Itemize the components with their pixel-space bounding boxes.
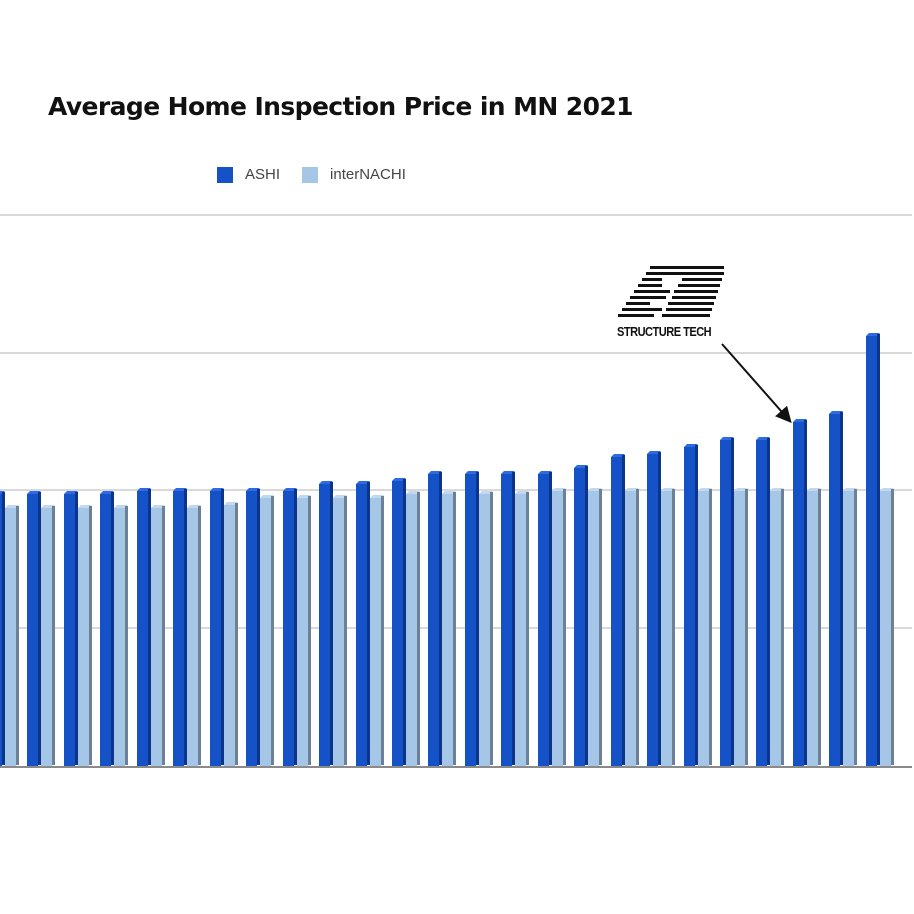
bar-internachi xyxy=(588,489,603,767)
bar-internachi xyxy=(442,491,457,767)
bar-internachi xyxy=(661,489,676,767)
x-axis-baseline xyxy=(0,766,912,768)
chart-title: Average Home Inspection Price in MN 2021 xyxy=(48,92,634,121)
bar-internachi xyxy=(187,505,202,767)
bar-internachi xyxy=(296,495,311,767)
bar-ashi xyxy=(209,489,224,767)
bar-ashi xyxy=(647,451,662,767)
bar-internachi xyxy=(223,502,238,767)
bar-internachi xyxy=(369,495,384,767)
bar-ashi xyxy=(501,472,516,767)
bar-ashi xyxy=(537,472,552,767)
bar-internachi xyxy=(551,489,566,767)
bar-ashi xyxy=(720,437,734,767)
bar-internachi xyxy=(515,491,530,767)
bar-internachi xyxy=(333,495,348,767)
bar-ashi xyxy=(464,472,479,767)
bar-ashi xyxy=(829,411,844,767)
bar-internachi xyxy=(806,489,821,767)
gridline xyxy=(0,214,912,216)
bar-ashi xyxy=(282,489,297,767)
bar-internachi xyxy=(697,489,712,767)
bar-ashi xyxy=(391,479,406,767)
bar-ashi xyxy=(246,489,261,767)
bar-internachi xyxy=(41,505,56,767)
bar-ashi xyxy=(0,491,5,767)
legend-label-ashi: ASHI xyxy=(245,166,281,183)
legend-item-ashi: ASHI xyxy=(217,166,280,183)
bar-ashi xyxy=(63,491,78,767)
gridline xyxy=(0,352,912,354)
bar-internachi xyxy=(879,489,894,767)
bar-internachi xyxy=(734,489,748,767)
bar-internachi xyxy=(624,489,639,767)
bar-ashi xyxy=(865,334,880,767)
legend-item-internachi: interNACHI xyxy=(302,166,406,183)
bar-ashi xyxy=(610,454,625,767)
annotation-label: STRUCTURE TECH xyxy=(617,324,712,339)
bar-ashi xyxy=(683,444,698,767)
bar-ashi xyxy=(173,489,188,767)
legend-swatch-internachi xyxy=(302,166,319,183)
bar-ashi xyxy=(355,482,370,767)
bar-ashi xyxy=(27,491,42,767)
bar-ashi xyxy=(756,437,771,767)
bar-internachi xyxy=(260,495,275,767)
bar-ashi xyxy=(319,482,334,767)
bar-ashi xyxy=(428,472,443,767)
bar-internachi xyxy=(478,491,493,767)
structure-tech-logo-icon xyxy=(618,266,724,317)
bar-internachi xyxy=(843,489,858,767)
legend-swatch-ashi xyxy=(217,166,233,183)
legend-label-internachi: interNACHI xyxy=(330,166,406,183)
bar-internachi xyxy=(5,505,19,767)
bar-internachi xyxy=(405,491,420,767)
bar-ashi xyxy=(574,465,589,767)
bar-ashi xyxy=(792,420,807,767)
bar-ashi xyxy=(136,489,151,767)
gridline xyxy=(0,489,912,491)
bar-internachi xyxy=(77,505,92,767)
bar-ashi xyxy=(100,491,115,767)
bar-internachi xyxy=(770,489,785,767)
bar-internachi xyxy=(114,505,129,767)
chart-legend: ASHI interNACHI xyxy=(217,166,428,183)
bar-internachi xyxy=(150,505,165,767)
